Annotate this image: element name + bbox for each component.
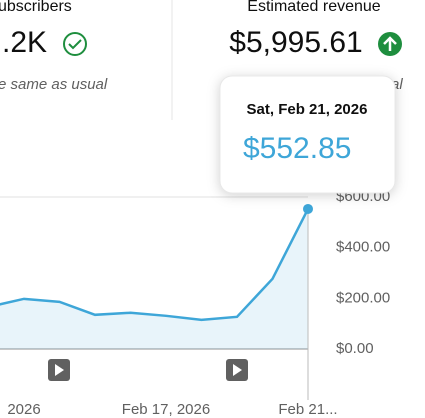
card-value: .2K bbox=[2, 26, 47, 59]
card-title: Estimated revenue bbox=[247, 0, 381, 15]
check-icon bbox=[63, 32, 87, 56]
point bbox=[303, 203, 313, 214]
line bbox=[0, 208, 310, 322]
x-tick-label: Feb 21... bbox=[278, 401, 337, 418]
y-tick-label: $400.00 bbox=[336, 239, 390, 256]
card-value: $5,995.61 bbox=[229, 26, 362, 59]
y-tick-label: $200.00 bbox=[336, 289, 390, 306]
card-note: e same as usual bbox=[0, 76, 108, 93]
x-tick-label: Feb 17, 2026 bbox=[122, 401, 210, 418]
tooltip-date: Sat, Feb 21, 2026 bbox=[247, 101, 368, 118]
card-title: ubscribers bbox=[0, 0, 72, 15]
tooltip-value: $552.85 bbox=[243, 132, 351, 165]
x-tick-label: 2026 bbox=[7, 401, 40, 418]
y-tick-label: $0.00 bbox=[336, 340, 374, 357]
tooltip: Sat, Feb 21, 2026 $552.85 bbox=[219, 75, 396, 194]
area bbox=[0, 208, 308, 349]
up-icon bbox=[378, 32, 402, 56]
video-marker bbox=[48, 359, 248, 381]
